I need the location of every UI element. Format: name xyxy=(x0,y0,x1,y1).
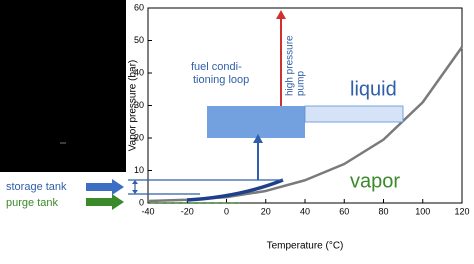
x-tick-label: 40 xyxy=(300,206,310,216)
x-tick-label: 20 xyxy=(261,206,271,216)
arrowhead xyxy=(253,134,263,143)
x-tick-label: 60 xyxy=(339,206,349,216)
loop-label: fuel condi- xyxy=(191,61,242,73)
purge-arrow xyxy=(86,194,124,210)
storage-label: storage tank xyxy=(6,181,67,193)
x-tick-label: -20 xyxy=(181,206,194,216)
storage-arrow xyxy=(86,179,124,195)
pump-label: high pressure xyxy=(285,35,296,96)
liquid-label: liquid xyxy=(350,78,397,100)
liquid-box xyxy=(304,105,404,123)
x-axis-label: Temperature (°C) xyxy=(267,241,344,252)
y-tick-label: 0 xyxy=(139,197,144,207)
dark-panel xyxy=(0,0,126,172)
y-axis-label: Vapor pressure (bar) xyxy=(128,60,139,152)
y-tick-label: 30 xyxy=(134,100,144,110)
y-tick-label: 20 xyxy=(134,132,144,142)
arrowhead xyxy=(276,10,286,19)
loop-curve xyxy=(186,178,284,202)
arrowhead xyxy=(132,180,138,184)
arrowhead xyxy=(132,190,138,194)
pump-label: pump xyxy=(296,71,307,96)
y-tick-label: 50 xyxy=(134,35,144,45)
purge-label: purge tank xyxy=(6,197,58,209)
x-tick-label: 100 xyxy=(415,206,430,216)
x-tick-label: 0 xyxy=(224,206,229,216)
x-tick-label: 120 xyxy=(454,206,469,216)
loop-box xyxy=(207,106,305,138)
loop-label: tioning loop xyxy=(193,74,249,86)
y-tick-label: 60 xyxy=(134,2,144,12)
y-tick-label: 10 xyxy=(134,165,144,175)
x-tick-label: 80 xyxy=(378,206,388,216)
plot-frame xyxy=(147,7,463,204)
y-tick-label: 40 xyxy=(134,67,144,77)
x-tick-label: -40 xyxy=(141,206,154,216)
vapor-label: vapor xyxy=(350,170,400,192)
